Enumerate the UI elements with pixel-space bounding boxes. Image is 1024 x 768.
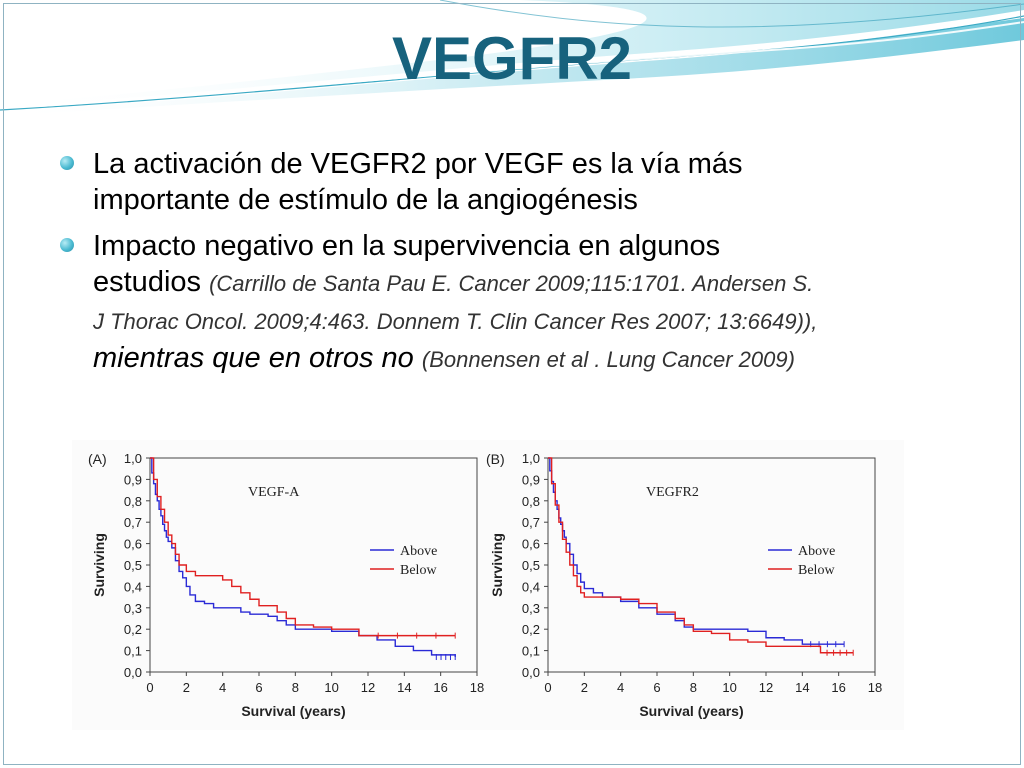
legend-label: Above <box>400 544 437 559</box>
y-tick-label: 0,9 <box>124 472 142 487</box>
figure-panel: (A) 0,0 0,1 0,2 0,3 0,4 0,5 0,6 0,7 0,8 0,9 1,0 0 2 4 6… <box>72 440 904 730</box>
y-axis-label: Surviving <box>489 533 505 597</box>
series-line-below <box>548 457 854 654</box>
series-line-above <box>548 457 845 645</box>
y-tick-label: 0,2 <box>124 622 142 637</box>
x-tick-label: 4 <box>219 680 226 695</box>
y-tick-label: 0,2 <box>522 622 540 637</box>
x-axis-label: Survival (years) <box>241 703 345 719</box>
x-tick-label: 12 <box>361 680 375 695</box>
x-tick-label: 10 <box>722 680 736 695</box>
bullet-text: mientras que en otros no <box>93 342 414 374</box>
slide-title: VEGFR2 <box>391 25 633 92</box>
y-tick-label: 0,9 <box>522 472 540 487</box>
bullet-dot-icon <box>60 238 74 252</box>
chart-0: (A) 0,0 0,1 0,2 0,3 0,4 0,5 0,6 0,7 0,8 0,9 1,0 0 2 4 6… <box>88 451 484 719</box>
x-tick-label: 2 <box>581 680 588 695</box>
y-tick-label: 0,5 <box>522 558 540 573</box>
y-tick-label: 0,8 <box>522 494 540 509</box>
x-tick-label: 8 <box>292 680 299 695</box>
y-tick-label: 0,1 <box>124 644 142 659</box>
legend-label: Below <box>798 563 835 578</box>
citation-text: (Carrillo de Santa Pau E. Cancer 2009;11… <box>209 271 814 296</box>
x-tick-label: 16 <box>433 680 447 695</box>
header-wave-decoration <box>0 0 1024 116</box>
chart-1: (B) 0,0 0,1 0,2 0,3 0,4 0,5 0,6 0,7 0,8 0,9 1,0 0 2 4 6… <box>486 451 882 719</box>
x-axis-label: Survival (years) <box>639 703 743 719</box>
bullet-line: Impacto negativo en la supervivencia en … <box>93 230 721 262</box>
bullet-dot-icon <box>60 156 74 170</box>
x-tick-label: 2 <box>183 680 190 695</box>
bullet-item: Impacto negativo en la supervivencia en … <box>60 228 960 378</box>
series-line-below <box>150 457 456 637</box>
y-axis-label: Surviving <box>91 533 107 597</box>
legend-label: Above <box>798 544 835 559</box>
x-tick-label: 4 <box>617 680 624 695</box>
y-tick-label: 0,8 <box>124 494 142 509</box>
x-tick-label: 14 <box>795 680 809 695</box>
y-tick-label: 0,7 <box>124 515 142 530</box>
x-tick-label: 16 <box>831 680 845 695</box>
y-tick-label: 0,3 <box>522 601 540 616</box>
x-tick-label: 12 <box>759 680 773 695</box>
x-tick-label: 0 <box>146 680 153 695</box>
y-tick-label: 0,6 <box>124 537 142 552</box>
y-tick-label: 0,5 <box>124 558 142 573</box>
bullet-item: La activación de VEGFR2 por VEGF es la v… <box>60 146 960 218</box>
bullet-line: importante de estímulo de la angiogénesi… <box>93 184 638 216</box>
x-tick-label: 8 <box>690 680 697 695</box>
x-tick-label: 18 <box>470 680 484 695</box>
y-tick-label: 0,4 <box>522 579 540 594</box>
y-tick-label: 1,0 <box>522 451 540 466</box>
y-tick-label: 1,0 <box>124 451 142 466</box>
bullet-text: estudios <box>93 266 202 298</box>
x-tick-label: 0 <box>544 680 551 695</box>
y-tick-label: 0,0 <box>124 665 142 680</box>
x-tick-label: 6 <box>653 680 660 695</box>
y-tick-label: 0,7 <box>522 515 540 530</box>
x-tick-label: 18 <box>868 680 882 695</box>
y-tick-label: 0,6 <box>522 537 540 552</box>
y-tick-label: 0,1 <box>522 644 540 659</box>
x-tick-label: 6 <box>255 680 262 695</box>
panel-label: (A) <box>88 451 107 467</box>
survival-charts: (A) 0,0 0,1 0,2 0,3 0,4 0,5 0,6 0,7 0,8 0,9 1,0 0 2 4 6… <box>88 451 882 719</box>
legend-label: Below <box>400 563 437 578</box>
y-tick-label: 0,3 <box>124 601 142 616</box>
chart-title: VEGF-A <box>248 485 300 500</box>
bullet-line: La activación de VEGFR2 por VEGF es la v… <box>93 148 743 180</box>
x-tick-label: 14 <box>397 680 411 695</box>
citation-text: (Bonnensen et al . Lung Cancer 2009) <box>421 347 795 372</box>
x-tick-label: 10 <box>324 680 338 695</box>
y-tick-label: 0,4 <box>124 579 142 594</box>
bullet-list: La activación de VEGFR2 por VEGF es la v… <box>60 146 960 388</box>
bullet-line: mientras que en otros no (Bonnensen et a… <box>93 340 960 378</box>
bullet-line: J Thorac Oncol. 2009;4:463. Donnem T. Cl… <box>93 302 960 340</box>
chart-title: VEGFR2 <box>646 485 699 500</box>
bullet-line: estudios (Carrillo de Santa Pau E. Cance… <box>93 264 960 302</box>
panel-label: (B) <box>486 451 505 467</box>
y-tick-label: 0,0 <box>522 665 540 680</box>
citation-text: J Thorac Oncol. 2009;4:463. Donnem T. Cl… <box>93 309 818 334</box>
